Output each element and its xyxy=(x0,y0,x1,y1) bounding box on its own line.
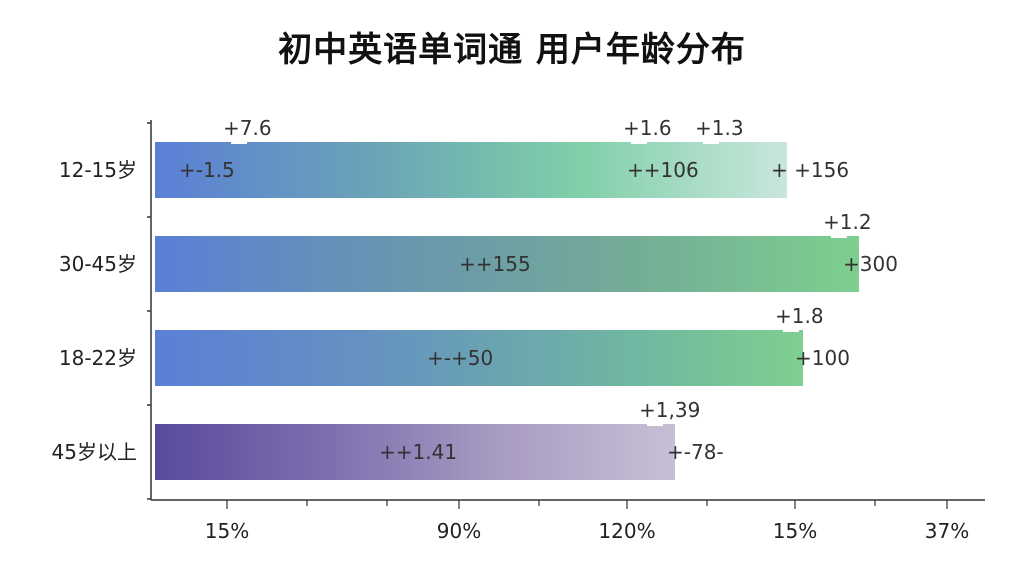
data-label: +-78- xyxy=(667,440,724,464)
x-tick-label: 37% xyxy=(925,519,969,543)
category-label: 18-22岁 xyxy=(59,346,137,370)
bar xyxy=(155,330,803,386)
annotation-notch xyxy=(647,421,663,426)
bar xyxy=(155,236,859,292)
data-label: +-1.5 xyxy=(179,158,235,182)
category-label: 45岁以上 xyxy=(52,440,137,464)
annotation-label: +1,39 xyxy=(639,398,700,422)
category-label: 12-15岁 xyxy=(59,158,137,182)
annotation-notch xyxy=(783,327,799,332)
annotation-notch xyxy=(631,139,647,144)
annotation-label: +1.2 xyxy=(823,210,872,234)
annotation-label: +1.6 xyxy=(623,116,672,140)
x-tick-label: 15% xyxy=(205,519,249,543)
data-label: ++155 xyxy=(459,252,531,276)
data-label: ++106 xyxy=(627,158,699,182)
annotation-label: +1.3 xyxy=(695,116,744,140)
x-tick-label: 15% xyxy=(773,519,817,543)
category-label: 30-45岁 xyxy=(59,252,137,276)
annotation-notch xyxy=(231,139,247,144)
annotation-label: +7.6 xyxy=(223,116,272,140)
chart-title: 初中英语单词通 用户年龄分布 xyxy=(278,30,746,70)
annotation-notch xyxy=(831,233,847,238)
data-label: +-+50 xyxy=(427,346,493,370)
bar xyxy=(155,424,675,480)
data-label: +300 xyxy=(843,252,898,276)
x-tick-label: 90% xyxy=(437,519,481,543)
annotation-notch xyxy=(703,139,719,144)
bar xyxy=(155,142,787,198)
annotation-label: +1.8 xyxy=(775,304,824,328)
x-tick-label: 120% xyxy=(598,519,655,543)
data-label: +100 xyxy=(795,346,850,370)
data-label: ++1.41 xyxy=(379,440,457,464)
data-label: + +156 xyxy=(771,158,849,182)
